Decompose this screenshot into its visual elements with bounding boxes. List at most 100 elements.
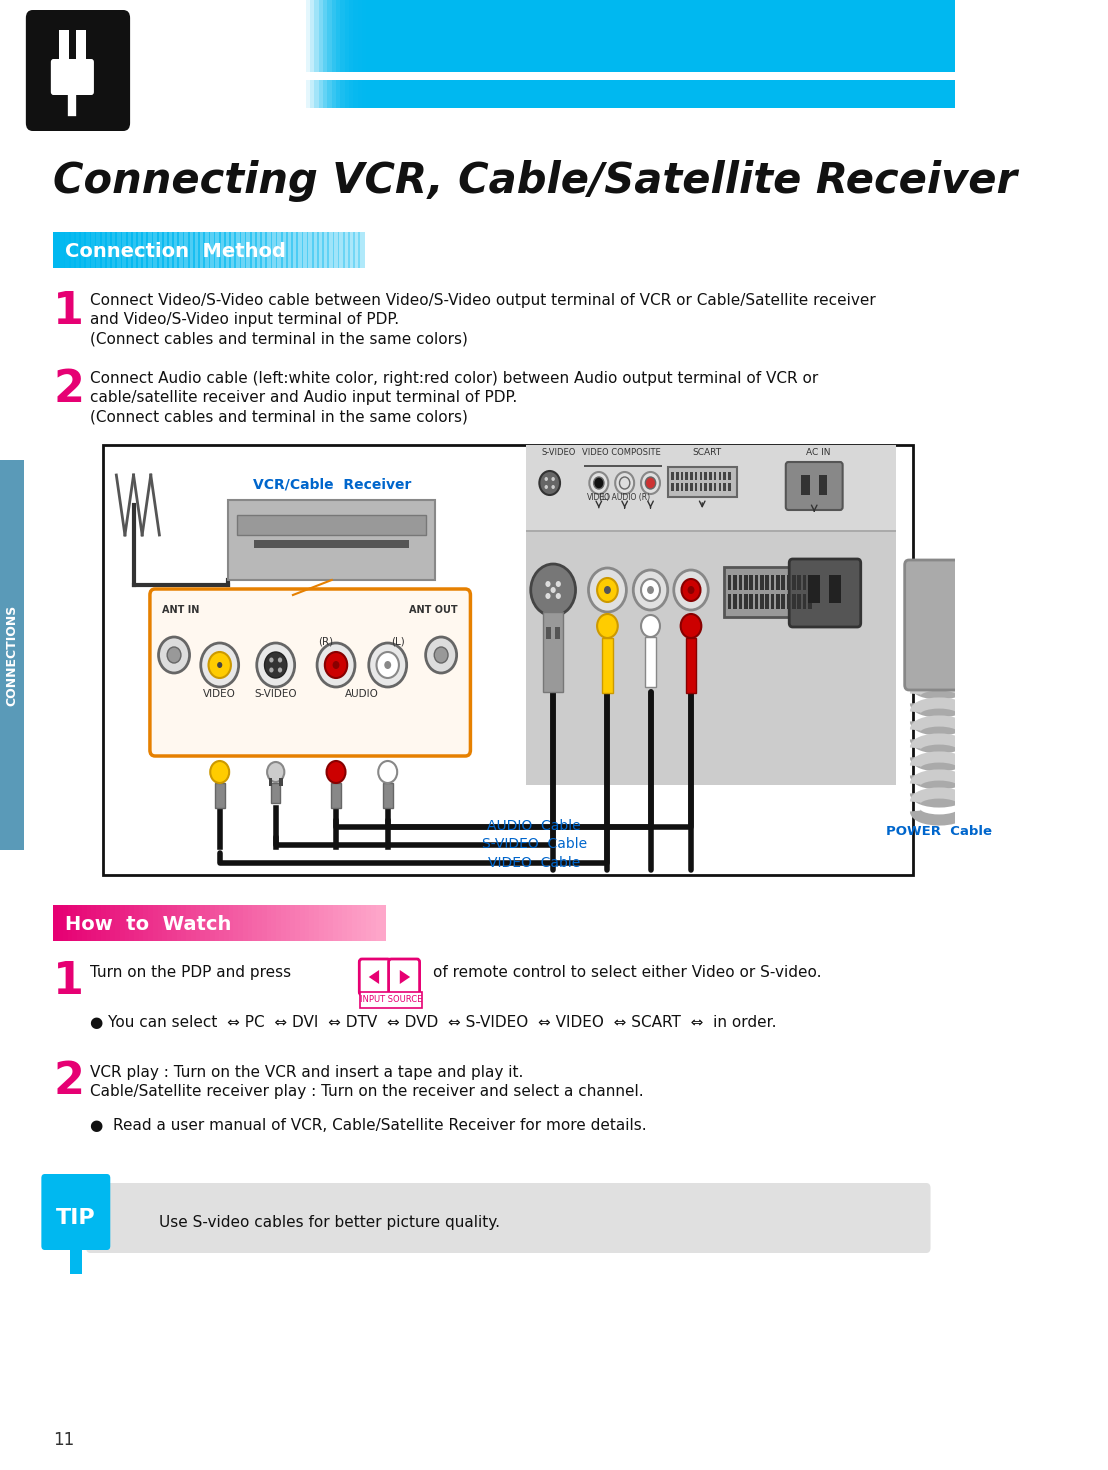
Bar: [564, 79, 958, 107]
Bar: [792, 575, 796, 589]
Text: ANT IN: ANT IN: [162, 606, 199, 614]
Bar: [121, 232, 127, 268]
FancyBboxPatch shape: [786, 462, 843, 510]
Text: ● You can select  ⇔ PC  ⇔ DVI  ⇔ DTV  ⇔ DVD  ⇔ S-VIDEO  ⇔ VIDEO  ⇔ SCART  ⇔  in : ● You can select ⇔ PC ⇔ DVI ⇔ DTV ⇔ DVD …: [91, 1014, 777, 1030]
Bar: [215, 784, 225, 808]
Bar: [686, 638, 696, 692]
Bar: [564, 0, 958, 72]
Bar: [53, 906, 60, 941]
Circle shape: [267, 761, 285, 782]
Bar: [755, 594, 758, 609]
Bar: [336, 0, 958, 72]
Bar: [152, 232, 158, 268]
Bar: [310, 79, 958, 107]
Bar: [749, 575, 752, 589]
Bar: [801, 475, 810, 495]
Bar: [465, 79, 958, 107]
Bar: [625, 79, 958, 107]
Bar: [215, 906, 220, 941]
Bar: [228, 500, 435, 581]
Bar: [301, 232, 308, 268]
Bar: [315, 0, 958, 72]
Circle shape: [211, 761, 229, 784]
Bar: [331, 0, 958, 72]
Bar: [182, 906, 187, 941]
Bar: [676, 472, 678, 481]
Bar: [680, 484, 684, 491]
Polygon shape: [400, 970, 410, 983]
Bar: [546, 628, 552, 639]
Bar: [525, 531, 896, 532]
Circle shape: [556, 592, 561, 598]
Bar: [219, 232, 226, 268]
Bar: [582, 79, 958, 107]
Bar: [53, 232, 60, 268]
Bar: [235, 232, 242, 268]
Text: VIDEO  Cable: VIDEO Cable: [488, 856, 581, 870]
Bar: [173, 232, 179, 268]
Bar: [328, 906, 335, 941]
Bar: [317, 232, 324, 268]
Bar: [286, 232, 293, 268]
Circle shape: [544, 485, 548, 490]
Bar: [642, 0, 958, 72]
Circle shape: [531, 564, 575, 616]
Bar: [456, 79, 958, 107]
Bar: [728, 484, 730, 491]
Bar: [338, 232, 345, 268]
Text: 11: 11: [53, 1430, 74, 1449]
Text: S-VIDEO: S-VIDEO: [541, 448, 575, 457]
Bar: [556, 0, 958, 72]
Bar: [105, 232, 112, 268]
Bar: [198, 232, 205, 268]
Bar: [760, 594, 763, 609]
Bar: [690, 484, 692, 491]
Bar: [353, 232, 360, 268]
Bar: [671, 484, 674, 491]
Bar: [172, 906, 178, 941]
Bar: [538, 79, 958, 107]
Bar: [612, 0, 958, 72]
Bar: [538, 0, 958, 72]
Circle shape: [551, 587, 556, 592]
Bar: [766, 594, 769, 609]
Bar: [714, 472, 717, 481]
Text: How  to  Watch: How to Watch: [65, 914, 232, 933]
Bar: [595, 0, 958, 72]
Bar: [766, 575, 769, 589]
Bar: [300, 906, 306, 941]
Bar: [530, 0, 958, 72]
Bar: [671, 472, 674, 481]
Text: of remote control to select either Video or S-video.: of remote control to select either Video…: [432, 964, 821, 980]
Bar: [705, 484, 707, 491]
Bar: [69, 232, 75, 268]
Bar: [306, 0, 958, 72]
Bar: [376, 906, 381, 941]
Circle shape: [434, 647, 448, 663]
Bar: [705, 472, 707, 481]
Bar: [334, 906, 339, 941]
Bar: [521, 0, 958, 72]
Bar: [75, 29, 86, 62]
Bar: [591, 0, 958, 72]
Bar: [157, 232, 164, 268]
Bar: [370, 0, 958, 72]
Bar: [196, 906, 202, 941]
Bar: [495, 79, 958, 107]
Bar: [324, 79, 958, 107]
Bar: [443, 0, 958, 72]
Bar: [776, 594, 780, 609]
Bar: [431, 0, 958, 72]
Bar: [255, 232, 261, 268]
Bar: [100, 232, 106, 268]
Bar: [803, 575, 807, 589]
Bar: [680, 472, 684, 481]
Bar: [375, 79, 958, 107]
Bar: [353, 79, 958, 107]
Bar: [388, 0, 958, 72]
Bar: [771, 594, 774, 609]
Bar: [301, 0, 958, 72]
Bar: [177, 232, 184, 268]
Circle shape: [201, 642, 238, 686]
Text: AC IN: AC IN: [807, 448, 831, 457]
